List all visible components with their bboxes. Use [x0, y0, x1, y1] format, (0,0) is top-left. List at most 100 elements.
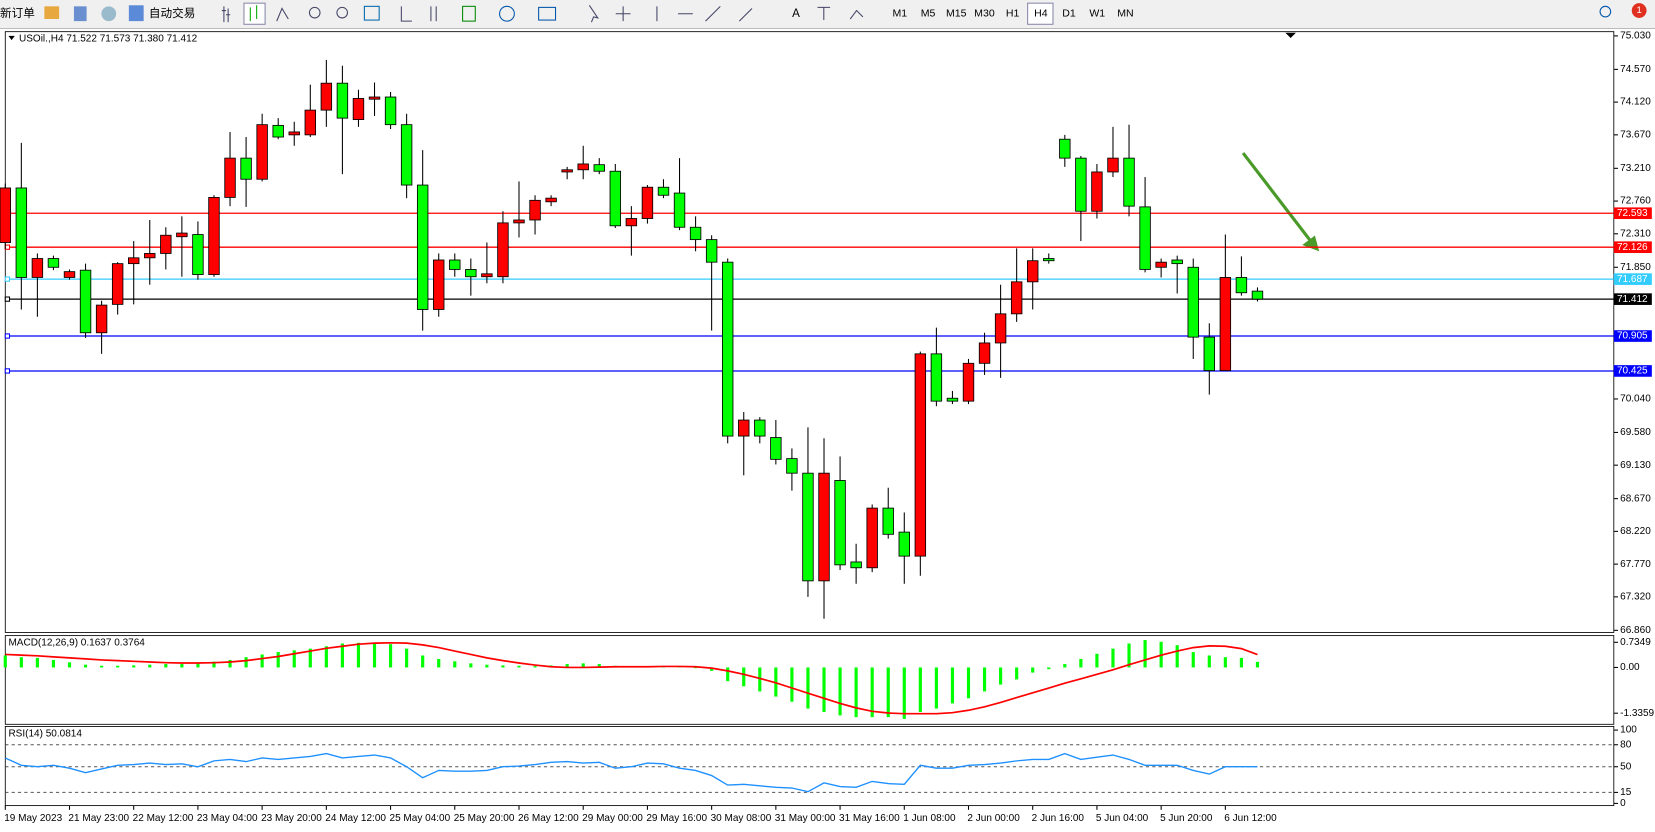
icon[interactable] [588, 4, 599, 23]
icon[interactable] [243, 2, 266, 25]
y-tick-label: 70.040 [1620, 394, 1651, 405]
x-tick-label: 2 Jun 16:00 [1032, 813, 1085, 824]
candle-body [384, 96, 397, 126]
auto-trading-button[interactable]: 自动交易 [149, 6, 195, 20]
level-handle [4, 333, 11, 339]
candle-body [738, 419, 750, 437]
candle-body [834, 480, 846, 566]
candle-body [0, 187, 11, 243]
icon[interactable] [817, 6, 864, 21]
candle-body [160, 234, 172, 254]
candle-body [513, 219, 525, 224]
x-tick-label: 29 May 16:00 [646, 813, 707, 824]
icon[interactable] [73, 6, 87, 22]
timeframe-button[interactable]: H1 [1006, 8, 1020, 20]
level-label: 70.425 [1617, 366, 1648, 377]
candle-body [192, 234, 204, 275]
level-label-bg [1613, 241, 1652, 253]
icon[interactable] [462, 5, 476, 22]
text-tool[interactable]: A [792, 7, 800, 20]
icon[interactable] [128, 5, 144, 22]
timeframe-button[interactable]: W1 [1089, 8, 1105, 20]
timeframe-button[interactable]: M30 [974, 8, 995, 20]
icon[interactable] [336, 6, 349, 19]
timeframe-button[interactable]: H4 [1034, 8, 1048, 20]
icon[interactable] [1599, 5, 1612, 18]
candle-body [689, 226, 702, 241]
candle-body [1091, 171, 1103, 212]
timeframe-button[interactable]: M5 [921, 8, 936, 20]
icon[interactable] [308, 6, 321, 19]
y-tick-label: 71.850 [1620, 262, 1651, 273]
icon[interactable] [615, 5, 753, 22]
candle-body [256, 124, 268, 180]
icon[interactable] [538, 6, 557, 21]
rsi-panel [4, 725, 1615, 807]
y-tick-label: 73.210 [1620, 163, 1651, 174]
candle-body [400, 124, 413, 186]
icon[interactable] [276, 7, 289, 22]
level-label: 72.126 [1617, 242, 1648, 253]
x-tick-label: 23 May 04:00 [197, 813, 258, 824]
icon[interactable] [400, 6, 437, 22]
candle-body [1187, 266, 1199, 338]
arrow-line [1241, 152, 1311, 241]
icon[interactable] [363, 5, 380, 21]
icon[interactable] [221, 6, 231, 23]
level-label-bg [1613, 293, 1652, 305]
timeframe-button[interactable]: M15 [946, 8, 967, 20]
candle-body [705, 239, 718, 263]
timeframe-button[interactable]: MN [1117, 8, 1133, 20]
candle-body [657, 186, 670, 196]
level-handle [4, 244, 11, 250]
x-tick-label: 6 Jun 12:00 [1224, 813, 1277, 824]
candle-body [786, 458, 798, 474]
x-tick-label: 25 May 04:00 [390, 813, 451, 824]
icon[interactable] [249, 5, 258, 22]
y-tick-label: 66.860 [1620, 625, 1651, 636]
x-tick-label: 26 May 12:00 [518, 813, 579, 824]
candle-body [1139, 206, 1151, 270]
x-tick-label: 21 May 23:00 [68, 813, 129, 824]
shift-marker [1285, 32, 1296, 39]
candle-body [866, 507, 878, 569]
x-tick-label: 23 May 20:00 [261, 813, 322, 824]
notification-badge[interactable] [1631, 3, 1647, 18]
new-order-button[interactable]: 新订单 [0, 6, 35, 20]
icon[interactable] [44, 6, 60, 20]
y-tick-label: -1.3359 [1620, 708, 1654, 719]
icon[interactable] [101, 6, 117, 22]
candle-body [1075, 157, 1087, 212]
x-tick-label: 29 May 00:00 [582, 813, 643, 824]
y-tick-label: 74.570 [1620, 64, 1651, 75]
y-tick-label: 75.030 [1620, 31, 1651, 42]
signal-line [5, 641, 1258, 715]
candle-body [1203, 336, 1216, 372]
chart-menu[interactable] [8, 35, 15, 41]
candle-body [818, 472, 830, 582]
x-tick-label: 31 May 00:00 [775, 813, 836, 824]
candle-body [1123, 157, 1135, 207]
x-tick-label: 1 Jun 08:00 [903, 813, 956, 824]
icon[interactable] [499, 5, 515, 22]
timeframe-button[interactable]: D1 [1062, 8, 1076, 20]
notification-count: 1 [1637, 5, 1642, 16]
candle-body [368, 96, 381, 100]
y-tick-label: 80 [1620, 739, 1632, 750]
candle-body [641, 186, 654, 219]
level-label-bg [1613, 330, 1652, 342]
level-label-bg [1613, 365, 1652, 377]
candle-body [962, 362, 975, 402]
level-label: 72.593 [1617, 208, 1648, 219]
candle-body [625, 218, 638, 227]
y-tick-label: 0.7349 [1620, 637, 1651, 648]
candle-body [994, 313, 1007, 344]
candle-body [1219, 277, 1232, 372]
y-tick-label: 73.670 [1620, 130, 1651, 141]
y-tick-label: 74.120 [1620, 97, 1651, 108]
timeframe-button[interactable]: M1 [893, 8, 908, 20]
candle-body [208, 196, 220, 275]
candle-body [882, 507, 894, 535]
